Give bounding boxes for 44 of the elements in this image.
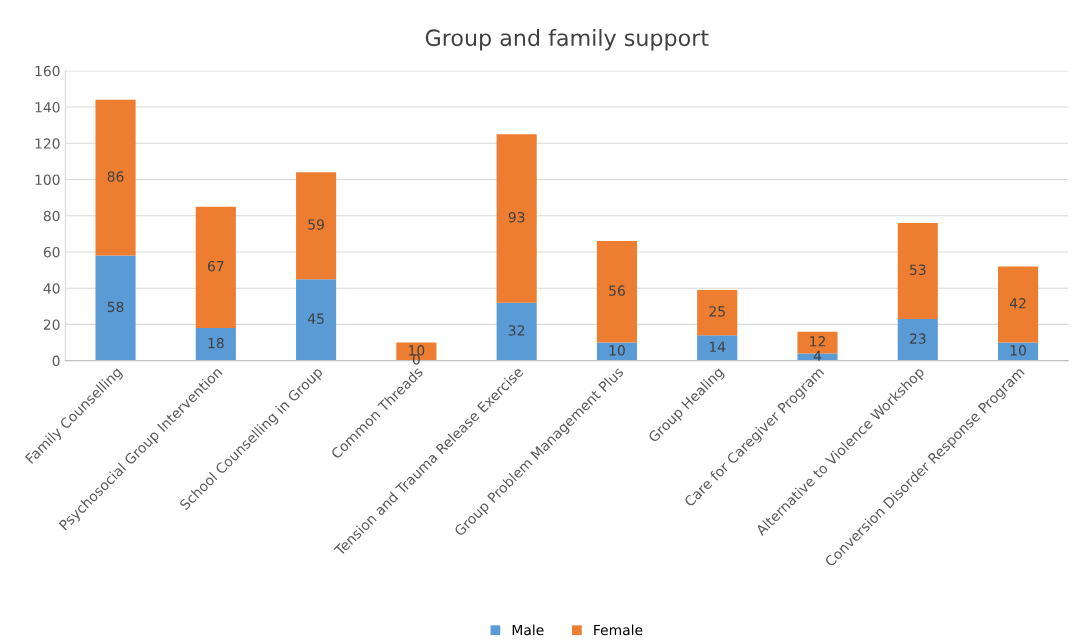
- data-label: 93: [508, 211, 525, 223]
- data-label: 10: [409, 345, 425, 356]
- y-tick-label: 100: [35, 174, 60, 185]
- y-tick-label: 40: [43, 283, 60, 294]
- data-label: 12: [810, 336, 825, 347]
- bar: [998, 266, 1039, 343]
- data-label: 42: [1009, 298, 1026, 309]
- data-label: 86: [107, 171, 124, 182]
- data-label: 23: [909, 333, 926, 344]
- data-label: 45: [307, 313, 324, 324]
- legend-label: Male: [512, 624, 544, 636]
- bar: [596, 241, 637, 343]
- data-label: 53: [910, 264, 926, 276]
- legend-label: Female: [594, 624, 643, 636]
- bar: [95, 99, 136, 256]
- y-tick-label: 20: [43, 319, 60, 330]
- data-label: 10: [609, 345, 625, 356]
- y-tick-label: 160: [35, 65, 60, 77]
- bar: [95, 255, 136, 361]
- bar: [496, 134, 537, 303]
- data-label: 56: [609, 285, 625, 296]
- data-label: 59: [308, 219, 324, 230]
- y-tick-label: 0: [52, 355, 60, 367]
- bar: [195, 206, 236, 329]
- data-label: 14: [709, 341, 726, 352]
- y-tick-label: 60: [43, 246, 60, 258]
- data-label: 67: [207, 260, 224, 272]
- y-tick-label: 120: [35, 138, 60, 149]
- bar: [496, 302, 537, 361]
- data-label: 18: [208, 337, 224, 349]
- bar: [296, 172, 337, 280]
- data-label: 58: [107, 301, 124, 313]
- data-label: 25: [709, 306, 725, 317]
- bar: [195, 328, 236, 361]
- bar: [897, 318, 938, 361]
- bar: [897, 222, 938, 319]
- data-label: 10: [1010, 345, 1026, 356]
- bar: [296, 279, 337, 361]
- data-label: 32: [508, 325, 525, 336]
- bar: [697, 335, 738, 361]
- y-tick-label: 80: [43, 210, 60, 222]
- bar: [697, 290, 738, 336]
- chart-title: Group and family support: [425, 28, 709, 51]
- y-tick-label: 140: [35, 102, 60, 113]
